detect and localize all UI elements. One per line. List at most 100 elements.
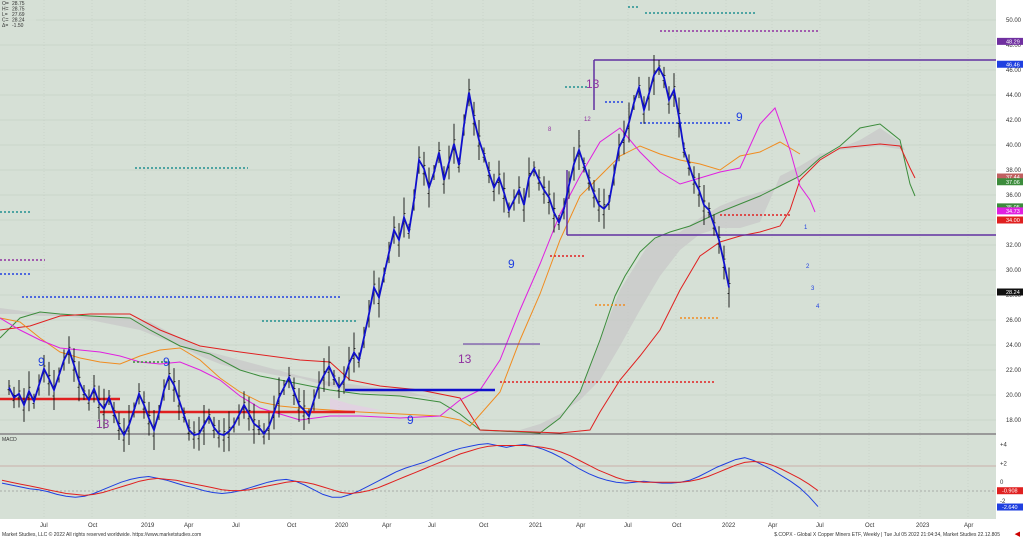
count-label: 3 xyxy=(811,286,815,292)
date-axis-area xyxy=(0,519,1024,531)
macd-badge-label: -0.908 xyxy=(1002,489,1018,495)
count-label: 4 xyxy=(816,304,820,310)
x-tick-label: Oct xyxy=(479,523,489,529)
macd-tick-label: +4 xyxy=(1000,443,1008,449)
price-badge xyxy=(997,173,1023,181)
ohlc-row-value: 28.75 xyxy=(12,7,25,13)
x-tick-label: Jul xyxy=(428,523,436,529)
x-tick-label: Apr xyxy=(768,523,777,529)
magenta-cloud-area xyxy=(330,398,380,414)
price-badge-label: 37.44 xyxy=(1006,175,1020,181)
macd-title: MACD xyxy=(2,437,17,443)
kijun-line xyxy=(0,143,916,434)
x-tick-label: Apr xyxy=(382,523,391,529)
ohlc-row-value: -1.50 xyxy=(12,23,24,29)
ohlc-row-label: L= xyxy=(2,12,8,18)
count-label: 8 xyxy=(548,127,552,133)
price-badge-label: 46.46 xyxy=(1006,62,1020,68)
x-tick-label: 2020 xyxy=(335,523,349,529)
price-badge xyxy=(997,216,1023,224)
x-tick-label: Apr xyxy=(576,523,585,529)
ohlc-row-label: C= xyxy=(2,18,9,24)
ohlc-row-value: 28.24 xyxy=(12,18,25,24)
macd-tick-label: +2 xyxy=(1000,461,1008,467)
x-tick-label: 2022 xyxy=(722,523,736,529)
price-badge xyxy=(997,288,1023,296)
count-label: 13 xyxy=(586,77,600,91)
price-badge-label: 48.29 xyxy=(1006,39,1020,45)
count-label: 12 xyxy=(584,117,591,123)
count-label: 13 xyxy=(458,352,472,366)
axis-layer: 18.00 20.00 22.00 24.00 26.00 28.00 30.00 32.00… xyxy=(40,18,1023,529)
copyright-text: Market Studies, LLC © 2022 All rights re… xyxy=(2,532,202,538)
macd-layer xyxy=(1,443,819,507)
count-label: 9 xyxy=(163,355,170,369)
price-badge xyxy=(997,178,1023,186)
y-tick-label: 22.00 xyxy=(1006,368,1022,374)
count-label: 13 xyxy=(96,417,110,431)
ohlc-row-value: 27.69 xyxy=(12,12,25,18)
x-tick-label: Oct xyxy=(672,523,682,529)
x-tick-label: Jul xyxy=(232,523,240,529)
y-tick-label: 46.00 xyxy=(1006,68,1022,74)
macd-badge xyxy=(997,487,1023,495)
x-tick-label: 2021 xyxy=(529,523,543,529)
x-tick-label: Jul xyxy=(624,523,632,529)
y-tick-label: 20.00 xyxy=(1006,393,1022,399)
indicator-layer xyxy=(0,6,996,492)
x-tick-label: 2023 xyxy=(916,523,930,529)
count-label: 2 xyxy=(806,264,810,270)
y-tick-label: 48.00 xyxy=(1006,43,1022,49)
count-annotations: 13 13 13 9 9 9 9 9 8 12 2 3 4 1 xyxy=(38,77,820,431)
price-badge xyxy=(997,60,1023,68)
y-tick-label: 32.00 xyxy=(1006,243,1022,249)
y-tick-label: 36.00 xyxy=(1006,193,1022,199)
price-badge-label: 28.24 xyxy=(1006,290,1020,296)
y-tick-label: 30.00 xyxy=(1006,268,1022,274)
macd-badge xyxy=(997,503,1023,511)
price-badge-label: 34.00 xyxy=(1006,218,1020,224)
y-tick-label: 38.00 xyxy=(1006,168,1022,174)
macd-panel-background xyxy=(0,435,996,519)
y-tick-label: 50.00 xyxy=(1006,18,1022,24)
tenkan-line xyxy=(0,141,801,427)
macd-series-line xyxy=(1,445,819,496)
y-tick-label: 28.00 xyxy=(1006,293,1022,299)
y-tick-label: 18.00 xyxy=(1006,418,1022,424)
macd-tick-label: -2 xyxy=(1000,499,1006,505)
price-line-layer xyxy=(8,65,730,437)
ohlc-info-box: O= 28.75H= 28.75 L= 27.69C= 28.24 Δ= -1.50 xyxy=(0,0,36,30)
price-badge-label: 37.06 xyxy=(1006,180,1020,186)
ohlc-box-background xyxy=(0,0,36,30)
y-tick-label: 44.00 xyxy=(1006,93,1022,99)
x-tick-label: Oct xyxy=(88,523,98,529)
count-label: 9 xyxy=(736,110,743,124)
senkou-span-b xyxy=(0,123,916,434)
ohlc-row-label: O= xyxy=(2,1,9,7)
footer: Market Studies, LLC © 2022 All rights re… xyxy=(0,531,1024,539)
ohlc-row-label: Δ= xyxy=(2,23,8,29)
x-tick-label: Apr xyxy=(184,523,193,529)
price-line xyxy=(8,65,730,437)
y-tick-label: 24.00 xyxy=(1006,343,1022,349)
count-label: 1 xyxy=(804,225,808,231)
y-tick-label: 40.00 xyxy=(1006,143,1022,149)
price-badge-label: 34.73 xyxy=(1006,209,1020,215)
x-tick-label: Jul xyxy=(40,523,48,529)
arrow-left-icon[interactable]: ◀ xyxy=(1014,531,1020,538)
magenta-line xyxy=(0,107,816,421)
y-tick-label: 42.00 xyxy=(1006,118,1022,124)
price-badge xyxy=(997,203,1023,211)
macd-badge-label: -2.640 xyxy=(1002,505,1018,511)
ohlc-row-value: 28.75 xyxy=(12,1,25,7)
y-tick-label: 26.00 xyxy=(1006,318,1022,324)
count-label: 9 xyxy=(38,355,45,369)
chart-info-text: $.COPX - Global X Copper Miners ETF, Wee… xyxy=(774,532,1000,538)
count-label: 9 xyxy=(407,413,414,427)
price-badge xyxy=(997,37,1023,45)
x-tick-label: Apr xyxy=(964,523,973,529)
x-tick-label: 2019 xyxy=(141,523,155,529)
macd-tick-label: 0 xyxy=(1000,480,1004,486)
price-badge xyxy=(997,207,1023,215)
